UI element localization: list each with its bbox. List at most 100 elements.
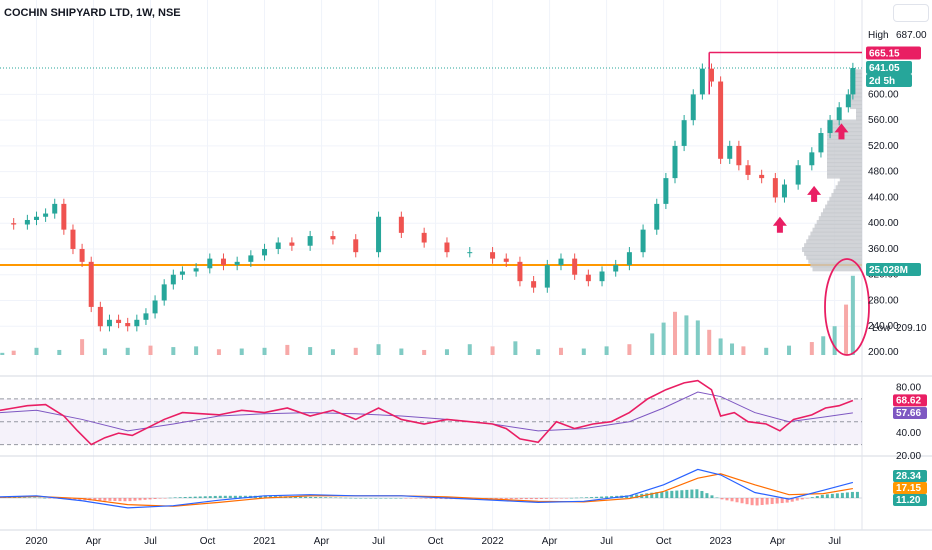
macd-histogram-bar [38, 497, 42, 499]
candle-body [330, 236, 336, 240]
volume-profile-bar [850, 69, 862, 75]
candle-body [795, 165, 801, 185]
macd-histogram-bar [238, 495, 242, 498]
macd-histogram-bar [193, 496, 197, 498]
volume-profile-bar [818, 216, 862, 222]
macd-histogram-bar [524, 498, 528, 500]
candle-body [152, 300, 158, 314]
volume-profile-bar [802, 247, 862, 253]
price-tick: 400.00 [868, 218, 899, 229]
macd-histogram-bar [299, 496, 303, 498]
macd-histogram-bar [98, 498, 102, 501]
macd-histogram-bar [725, 498, 729, 501]
macd-histogram-bar [113, 498, 117, 501]
macd-histogram-bar [359, 498, 363, 499]
macd-histogram-bar [504, 498, 508, 500]
volume-profile-bar [850, 92, 862, 98]
toolbar-button[interactable] [893, 4, 929, 22]
price-tick: 360.00 [868, 244, 899, 255]
time-tick: 2023 [709, 536, 732, 547]
volume-bar [604, 346, 609, 355]
volume-profile-bar [827, 131, 862, 137]
volume-bar [558, 347, 563, 355]
macd-histogram-bar [559, 498, 563, 499]
macd-histogram-bar [685, 489, 689, 498]
macd-histogram-bar [655, 492, 659, 498]
macd-histogram-bar [429, 498, 433, 499]
macd-histogram-bar [780, 498, 784, 504]
macd-histogram-bar [228, 495, 232, 498]
macd-hist-tag-bg [893, 494, 927, 506]
macd-histogram-bar [389, 498, 393, 499]
low-value: 209.10 [896, 323, 927, 334]
macd-histogram-bar [319, 497, 323, 498]
low-label: Low [872, 323, 891, 334]
macd-histogram-bar [745, 498, 749, 505]
volume-profile-bar [827, 154, 862, 160]
volume-bar [787, 345, 792, 355]
macd-signal-tag: 17.15 [896, 483, 921, 494]
volume-profile-bar [839, 177, 862, 183]
volume-profile-bar [827, 119, 862, 125]
candle-body [772, 178, 778, 198]
annotation-arrow [834, 123, 849, 140]
macd-histogram-bar [188, 496, 192, 498]
macd-histogram-bar [720, 498, 724, 500]
macd-histogram-bar [339, 497, 343, 499]
macd-histogram-bar [805, 498, 809, 499]
time-tick: Oct [428, 536, 444, 547]
time-tick: Apr [86, 536, 102, 547]
macd-histogram-bar [324, 497, 328, 498]
macd-histogram-bar [705, 493, 709, 498]
time-tick: 2020 [25, 536, 48, 547]
volume-bar [285, 344, 290, 355]
macd-value-tag-bg [893, 470, 927, 482]
candle-body [398, 216, 404, 233]
macd-histogram-bar [695, 489, 699, 498]
candle-body [599, 271, 605, 282]
price-tick: 200.00 [868, 347, 899, 358]
macd-histogram-bar [364, 498, 368, 499]
countdown-tag: 2d 5h [869, 76, 895, 87]
volume-tag: 25.028M [869, 265, 908, 276]
macd-histogram-bar [755, 498, 759, 506]
macd-histogram-bar [153, 498, 157, 499]
macd-histogram-bar [855, 491, 859, 498]
rsi-tick: 80.00 [896, 382, 921, 393]
macd-histogram-bar [233, 495, 237, 498]
price-tick: 480.00 [868, 167, 899, 178]
volume-profile-bar [827, 169, 862, 175]
macd-histogram-bar [394, 498, 398, 499]
macd-histogram-bar [404, 498, 408, 499]
rsi-tick: 20.00 [896, 451, 921, 462]
rsi-value-tag: 68.62 [896, 395, 921, 406]
macd-histogram-bar [138, 498, 142, 501]
candle-body [79, 248, 85, 262]
candle-body [193, 268, 199, 272]
volume-bar [627, 344, 632, 355]
volume-bar [809, 342, 814, 355]
resistance-tag: 665.15 [869, 48, 900, 59]
macd-histogram-bar [499, 498, 503, 500]
macd-histogram-bar [243, 495, 247, 498]
macd-histogram-bar [304, 496, 308, 498]
macd-histogram-bar [203, 496, 207, 498]
candle-body [827, 120, 833, 134]
macd-histogram-bar [815, 496, 819, 498]
candle-body [850, 67, 856, 95]
macd-histogram-bar [569, 497, 573, 499]
macd-histogram-bar [263, 495, 267, 498]
volume-profile-bar [827, 173, 862, 179]
macd-signal-tag-bg [893, 482, 927, 494]
rsi-tick: 40.00 [896, 428, 921, 439]
resistance-tag-bg [866, 46, 921, 60]
macd-histogram-bar [539, 498, 543, 499]
macd-histogram-bar [223, 495, 227, 498]
macd-histogram-bar [143, 498, 147, 500]
macd-histogram-bar [133, 498, 137, 501]
volume-bar [684, 315, 689, 355]
volume-profile-bar [850, 80, 862, 86]
last-price-tag-bg [866, 60, 912, 74]
macd-histogram-bar [529, 498, 533, 500]
macd-histogram-bar [419, 498, 423, 499]
